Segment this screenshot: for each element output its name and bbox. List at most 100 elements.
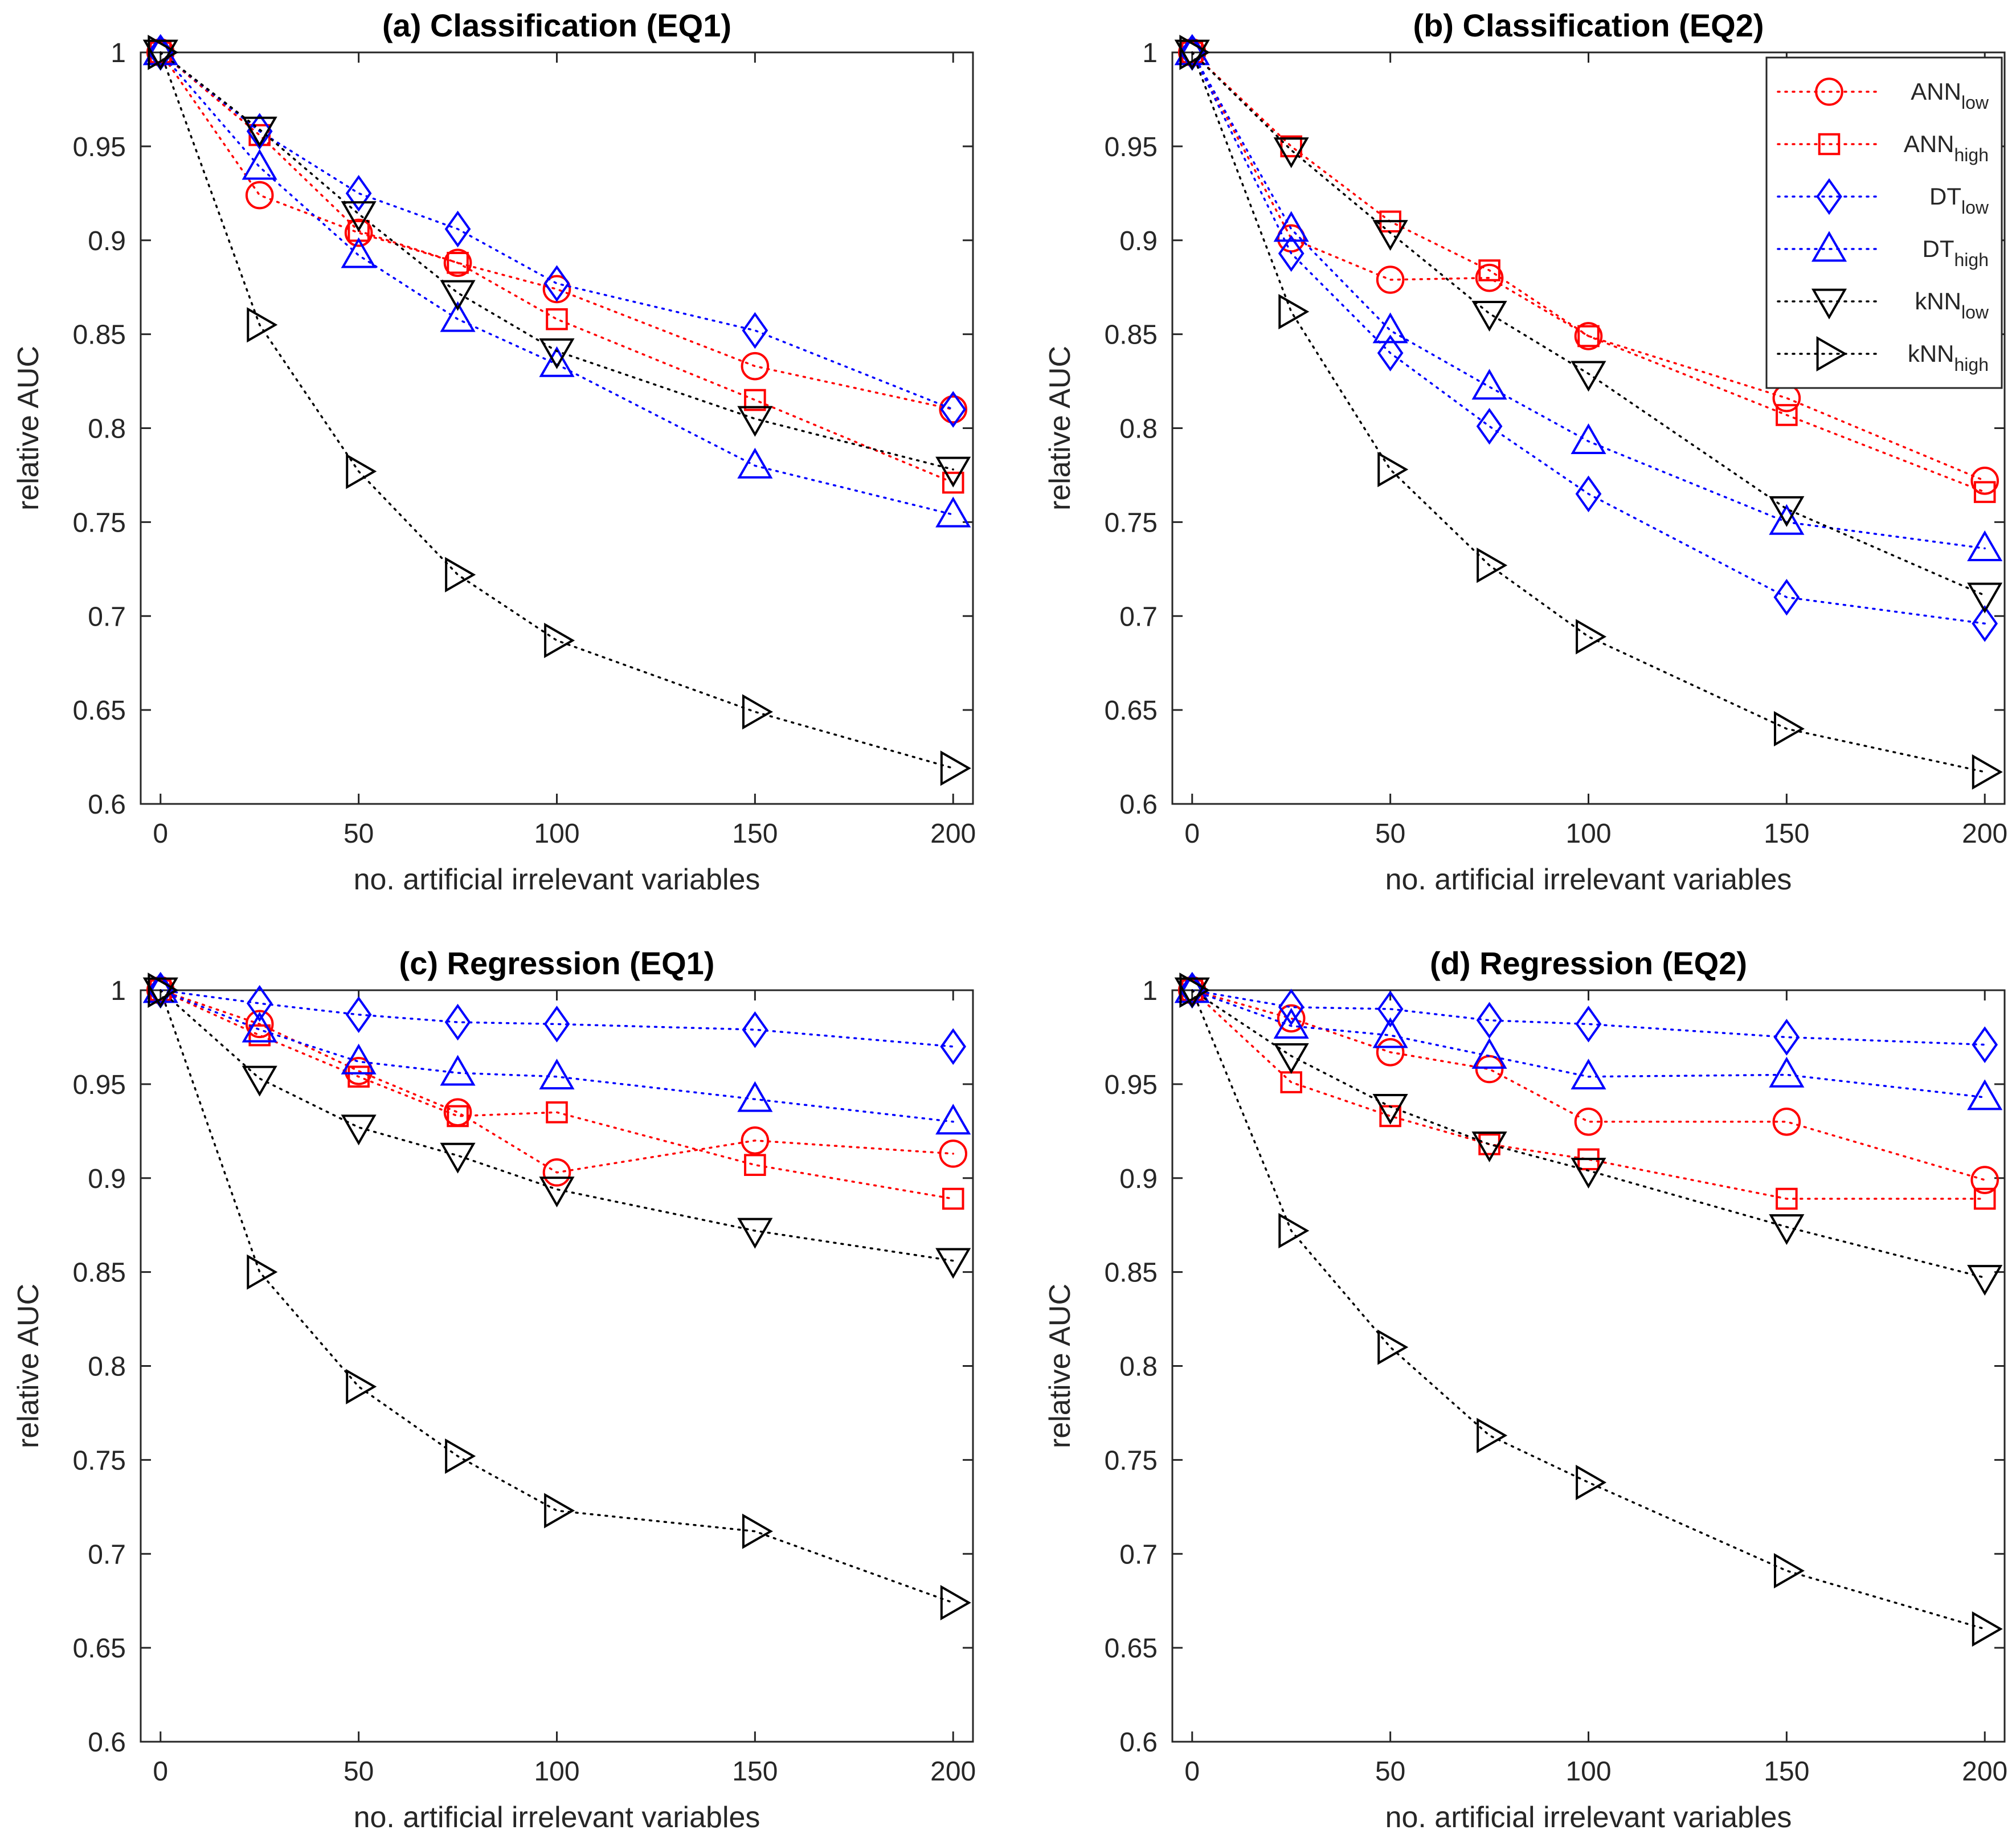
chart-title: (d) Regression (EQ2)	[1430, 945, 1747, 981]
y-axis-label: relative AUC	[12, 346, 45, 510]
y-tick-label: 0.75	[73, 508, 126, 538]
data-point-kNN_high	[1477, 1418, 1508, 1453]
y-tick-label: 1	[1142, 38, 1158, 68]
y-tick-label: 0.9	[88, 226, 126, 256]
y-tick-label: 0.7	[88, 602, 126, 632]
series-ANN_high	[1181, 41, 1996, 503]
y-tick-label: 0.75	[1105, 1445, 1158, 1476]
y-tick-label: 0.95	[1105, 1070, 1158, 1100]
y-tick-label: 0.85	[1105, 320, 1158, 350]
data-point-ANN_low	[741, 1126, 770, 1155]
series-line-DT_high	[160, 989, 954, 1123]
y-tick-label: 0.75	[1105, 508, 1158, 538]
data-point-ANN_low	[344, 218, 373, 247]
data-point-DT_low	[1476, 1002, 1503, 1039]
data-point-DT_high	[1273, 1008, 1309, 1039]
series-line-ANN_low	[1191, 989, 1986, 1181]
data-point-ANN_high	[248, 124, 271, 146]
data-point-DT_high	[539, 346, 575, 377]
y-tick-label: 0.9	[1119, 226, 1158, 256]
data-point-ANN_high	[1973, 481, 1996, 503]
data-point-kNN_high	[247, 1254, 278, 1290]
data-point-DT_high	[539, 1059, 575, 1090]
y-tick-label: 0.9	[1119, 1164, 1158, 1194]
data-point-kNN_low	[1571, 1158, 1606, 1189]
data-point-kNN_low	[341, 1114, 377, 1146]
y-tick-label: 0.8	[88, 414, 126, 444]
y-tick-label: 0.65	[73, 696, 126, 726]
data-point-DT_low	[1972, 1026, 1998, 1063]
series-kNN_low	[142, 39, 971, 488]
x-tick-label: 150	[732, 819, 778, 849]
data-point-ANN_high	[1280, 1071, 1302, 1093]
data-point-kNN_low	[1471, 300, 1507, 332]
legend-marker	[1811, 288, 1847, 320]
data-point-kNN_low	[1769, 1214, 1805, 1245]
data-point-ANN_high	[248, 1024, 271, 1047]
chart-panel-2: (c) Regression (EQ1) 0 50 100 150 200 0.6 0.65 0…	[12, 945, 976, 1834]
x-axis-label: no. artificial irrelevant variables	[354, 1801, 760, 1834]
x-tick-label: 0	[153, 1757, 168, 1787]
data-point-ANN_low	[245, 1010, 274, 1039]
series-line-ANN_high	[160, 51, 954, 484]
data-point-kNN_high	[742, 1513, 773, 1549]
y-tick-label: 0.6	[88, 1727, 126, 1758]
plot-area	[140, 989, 974, 1743]
data-point-kNN_high	[1972, 754, 2003, 790]
y-tick-label: 0.8	[88, 1352, 126, 1382]
legend-label-subscript: high	[1954, 250, 1989, 270]
series-line-DT_low	[1191, 51, 1986, 625]
series-line-DT_high	[160, 51, 954, 516]
series-kNN_high	[148, 972, 971, 1621]
legend-label-subscript: high	[1954, 145, 1989, 165]
legend-label: ANNlow	[1911, 78, 1989, 113]
y-axis-label: relative AUC	[1044, 1284, 1077, 1448]
y-tick-label: 0.7	[1119, 1539, 1158, 1570]
legend-label-subscript: high	[1954, 354, 1989, 375]
data-point-DT_low	[742, 1011, 768, 1048]
data-point-kNN_high	[1773, 711, 1805, 747]
data-point-DT_low	[1972, 605, 1998, 642]
legend-label: kNNhigh	[1908, 340, 1989, 375]
data-point-ANN_low	[1970, 467, 1999, 495]
data-point-ANN_high	[942, 471, 964, 494]
data-point-kNN_low	[242, 1065, 277, 1097]
chart-panel-0: (a) Classification (EQ1) 0 50 100 150 200 0.6 0…	[12, 7, 976, 896]
data-point-DT_low	[1377, 990, 1404, 1028]
y-tick-label: 0.8	[1119, 1352, 1158, 1382]
chart-panel-3: (d) Regression (EQ2) 0 50 100 150 200 0.6 0.65 0…	[1044, 945, 2007, 1834]
series-line-ANN_low	[1191, 51, 1986, 482]
y-tick-label: 0.65	[73, 1633, 126, 1664]
data-point-DT_high	[341, 237, 377, 268]
x-tick-label: 0	[153, 819, 168, 849]
y-tick-label: 0.65	[1105, 696, 1158, 726]
data-point-DT_high	[1174, 972, 1210, 1003]
legend-label-subscript: low	[1961, 197, 1989, 218]
data-point-kNN_low	[1174, 39, 1210, 71]
data-point-DT_high	[1471, 1038, 1507, 1069]
x-tick-label: 100	[534, 819, 579, 849]
data-point-ANN_low	[741, 352, 770, 381]
series-line-DT_high	[1191, 989, 1986, 1098]
x-axis-label: no. artificial irrelevant variables	[354, 863, 760, 896]
y-tick-label: 0.6	[1119, 1727, 1158, 1758]
x-tick-label: 200	[1962, 819, 2007, 849]
data-point-kNN_high	[544, 1493, 575, 1529]
y-tick-label: 0.85	[73, 320, 126, 350]
data-point-ANN_high	[447, 252, 469, 274]
data-point-DT_low	[940, 391, 967, 428]
legend-marker	[1816, 336, 1847, 372]
data-point-kNN_high	[346, 1369, 377, 1404]
data-point-kNN_low	[1273, 137, 1309, 169]
data-point-DT_high	[1471, 369, 1507, 400]
y-tick-label: 0.7	[88, 1539, 126, 1570]
legend-entry-kNN_low: kNNlow	[1777, 288, 1989, 322]
data-point-DT_high	[1372, 1017, 1408, 1048]
y-tick-label: 1	[111, 38, 126, 68]
data-point-kNN_low	[142, 39, 178, 71]
data-point-ANN_high	[1577, 325, 1600, 348]
x-tick-label: 100	[1565, 819, 1611, 849]
chart-title: (c) Regression (EQ1)	[399, 945, 715, 981]
